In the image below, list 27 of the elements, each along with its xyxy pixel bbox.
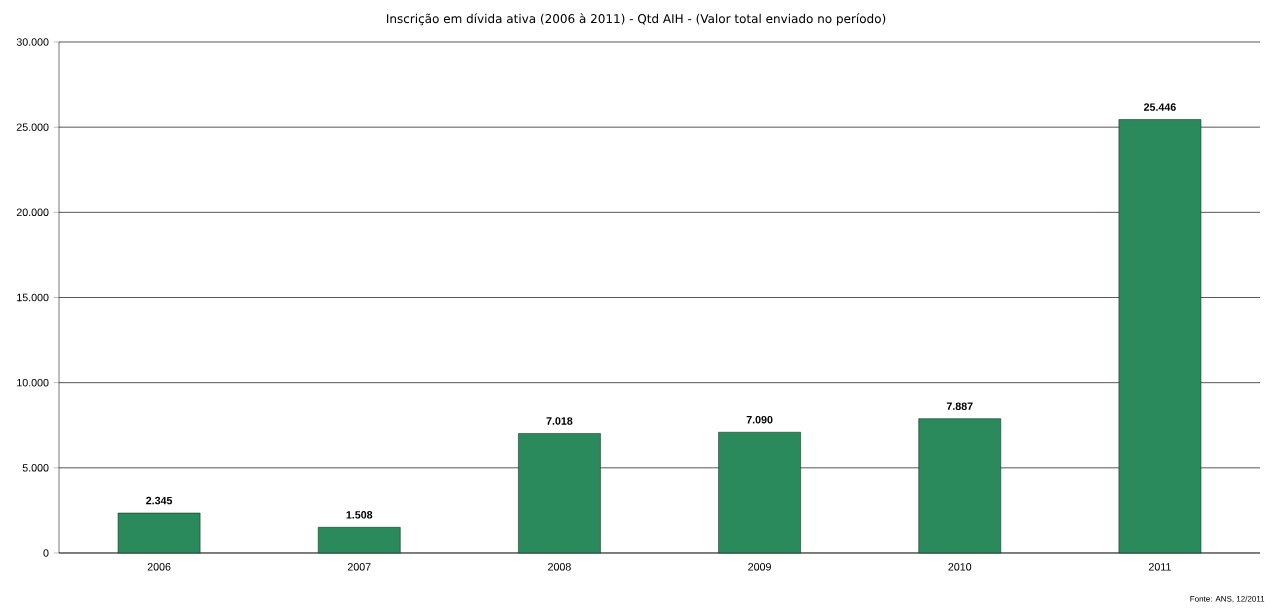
- data-label: 2.345: [146, 496, 173, 505]
- x-tick-label: 2009: [748, 563, 771, 571]
- y-tick-label: 20.000: [16, 208, 49, 217]
- y-tick-label: 5.000: [22, 464, 49, 472]
- bar: [718, 431, 801, 554]
- x-tick-label: 2011: [1149, 563, 1171, 571]
- bar: [918, 418, 1002, 554]
- x-tick-label: 2006: [147, 563, 171, 571]
- data-label: 1.508: [346, 511, 373, 519]
- bar: [317, 527, 401, 554]
- y-tick-label: 0: [43, 549, 49, 557]
- data-label: 7.018: [546, 417, 573, 425]
- bar: [117, 512, 201, 554]
- bar: [518, 433, 601, 554]
- data-label: 7.887: [946, 402, 973, 410]
- y-tick-label: 30.000: [16, 38, 49, 46]
- x-tick-label: 2007: [347, 563, 371, 571]
- y-tick-label: 25.000: [16, 123, 49, 131]
- data-label: 25.446: [1143, 103, 1176, 111]
- source-note: Fonte: ANS, 12/2011: [1190, 595, 1265, 603]
- data-label: 7.090: [746, 415, 773, 424]
- x-tick-label: 2008: [548, 563, 571, 571]
- chart-title: Inscrição em dívida ativa (2006 à 2011) - Qtd AIH - (Valor total enviado no período): [387, 13, 886, 26]
- y-tick-label: 15.000: [17, 293, 49, 302]
- y-tick-label: 10.000: [17, 378, 49, 387]
- x-tick-label: 2010: [948, 563, 972, 571]
- bar: [1118, 119, 1202, 554]
